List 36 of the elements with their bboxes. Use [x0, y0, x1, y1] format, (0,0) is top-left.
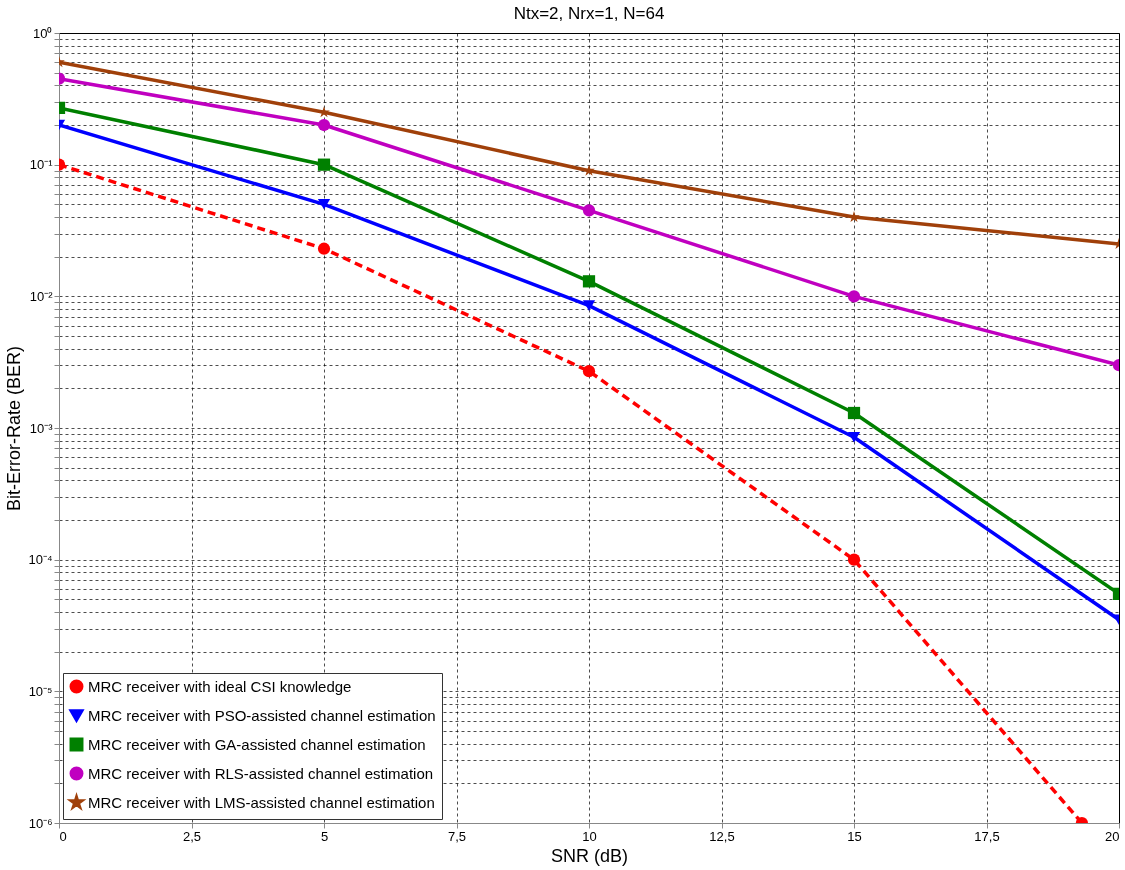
point — [847, 431, 861, 443]
legend-label: MRC receiver with GA-assisted channel estimation — [88, 735, 426, 753]
point — [582, 300, 596, 311]
x-tick-label: 10 — [582, 828, 597, 844]
x-tick-label: 2,5 — [182, 828, 202, 844]
x-tick-label: 15 — [847, 828, 862, 844]
point — [317, 158, 331, 171]
y-tick-label: 10⁻¹ — [29, 157, 54, 173]
y-axis-title: Bit-Error-Rate (BER) — [4, 345, 25, 512]
point — [847, 290, 861, 303]
chart-title: Ntx=2, Nrx=1, N=64 — [513, 4, 665, 23]
legend-label: MRC receiver with RLS-assisted channel estimation — [88, 764, 434, 782]
point — [582, 204, 596, 217]
legend-label: MRC receiver with ideal CSI knowledge — [88, 677, 352, 695]
y-tick-label: 10⁻³ — [29, 420, 54, 436]
y-tick-label: 10⁻² — [29, 288, 54, 304]
point — [317, 118, 331, 132]
x-tick-label: 7,5 — [447, 828, 467, 844]
x-tick-label: 20 — [1105, 828, 1120, 844]
legend-label: MRC receiver with LMS-assisted channel estimation — [88, 793, 435, 811]
y-tick-label: 10⁻⁵ — [28, 683, 53, 699]
x-axis-title: SNR (dB) — [550, 845, 629, 866]
x-tick-label: 17,5 — [974, 828, 1000, 844]
point — [317, 199, 331, 210]
point — [847, 553, 861, 566]
y-tick-label: 10⁻⁶ — [28, 815, 53, 831]
y-tick-label: 10⁰ — [33, 25, 53, 41]
y-tick-label: 10⁻⁴ — [28, 552, 53, 568]
x-tick-label: 0 — [59, 828, 67, 844]
point — [582, 365, 596, 378]
point — [317, 242, 331, 255]
point — [582, 275, 596, 288]
legend-label: MRC receiver with PSO-assisted channel estimation — [88, 706, 436, 724]
x-tick-label: 5 — [320, 828, 329, 844]
x-tick-label: 12,5 — [709, 828, 735, 844]
point — [847, 406, 861, 420]
